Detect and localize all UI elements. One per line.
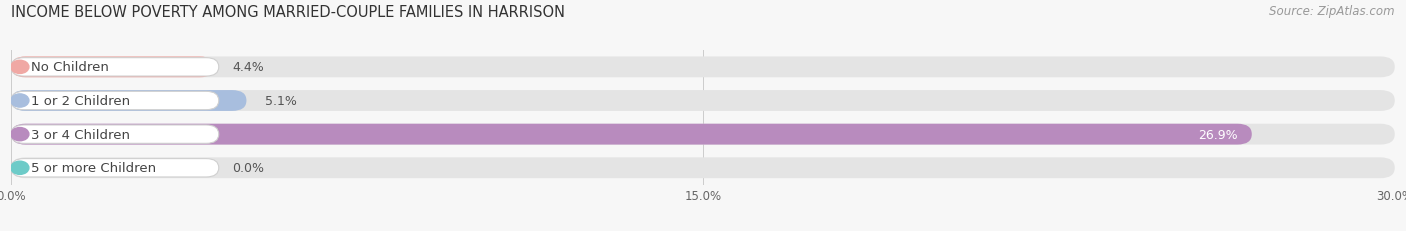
FancyBboxPatch shape <box>11 158 1395 178</box>
FancyBboxPatch shape <box>11 92 219 110</box>
FancyBboxPatch shape <box>11 57 214 78</box>
Circle shape <box>11 161 30 175</box>
Text: INCOME BELOW POVERTY AMONG MARRIED-COUPLE FAMILIES IN HARRISON: INCOME BELOW POVERTY AMONG MARRIED-COUPL… <box>11 5 565 20</box>
Circle shape <box>11 61 30 74</box>
Text: 4.4%: 4.4% <box>232 61 264 74</box>
Text: Source: ZipAtlas.com: Source: ZipAtlas.com <box>1270 5 1395 18</box>
Text: 26.9%: 26.9% <box>1198 128 1237 141</box>
FancyBboxPatch shape <box>11 58 219 77</box>
Text: No Children: No Children <box>31 61 108 74</box>
Text: 5.1%: 5.1% <box>264 94 297 108</box>
Text: 1 or 2 Children: 1 or 2 Children <box>31 94 129 108</box>
FancyBboxPatch shape <box>11 57 1395 78</box>
Text: 0.0%: 0.0% <box>232 161 264 175</box>
Circle shape <box>11 128 30 141</box>
FancyBboxPatch shape <box>11 125 219 144</box>
Text: 3 or 4 Children: 3 or 4 Children <box>31 128 129 141</box>
FancyBboxPatch shape <box>11 159 219 177</box>
FancyBboxPatch shape <box>11 124 1395 145</box>
FancyBboxPatch shape <box>11 91 1395 111</box>
FancyBboxPatch shape <box>11 91 246 111</box>
Text: 5 or more Children: 5 or more Children <box>31 161 156 175</box>
Circle shape <box>11 94 30 108</box>
FancyBboxPatch shape <box>11 124 1251 145</box>
